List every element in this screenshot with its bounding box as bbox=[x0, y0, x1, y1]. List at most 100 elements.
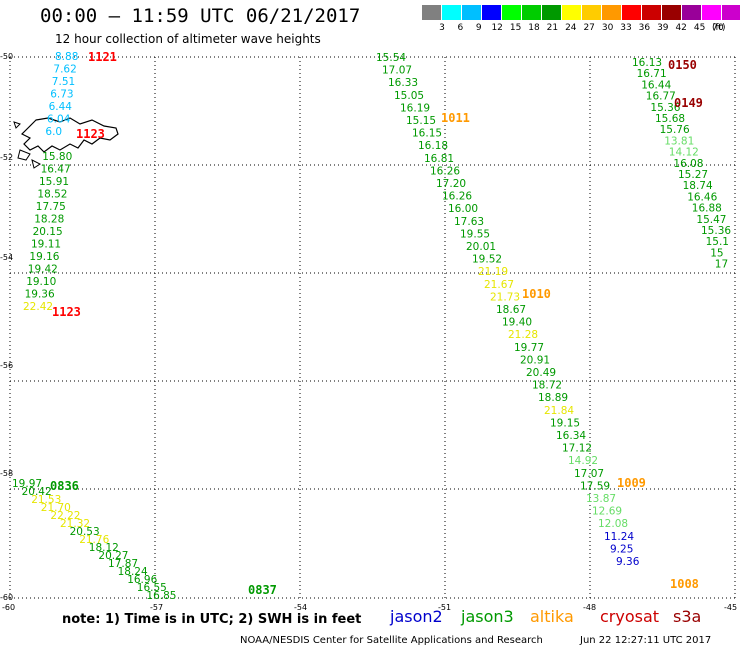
legend-swatch bbox=[482, 5, 502, 20]
wave-height-value: 17.07 bbox=[382, 65, 412, 77]
wave-height-value: 19.15 bbox=[550, 417, 580, 429]
wave-height-value: 18.72 bbox=[532, 380, 562, 392]
wave-height-value: 6.44 bbox=[49, 101, 73, 113]
axis-labels: -60 -57 -54 -51 -48 -45 -50 -52 -54 -56 -58 -60 bbox=[0, 52, 737, 612]
wave-height-value: 19.52 bbox=[472, 254, 502, 266]
wave-height-value: 16.77 bbox=[646, 91, 676, 103]
wave-height-value: 16.08 bbox=[673, 158, 703, 170]
x-tick-label: -54 bbox=[294, 603, 307, 612]
wave-height-value: 19.11 bbox=[31, 239, 61, 251]
pass-time-label: 0150 bbox=[668, 58, 697, 72]
satellite-name: jason3 bbox=[461, 607, 514, 626]
x-tick-label: -45 bbox=[724, 603, 737, 612]
legend-label: 39 bbox=[657, 23, 669, 33]
wave-height-value: 17.20 bbox=[436, 178, 466, 190]
wave-height-value: 15.54 bbox=[376, 52, 406, 64]
legend-label: 70 bbox=[712, 23, 724, 33]
wave-height-value: 17.59 bbox=[580, 480, 610, 492]
wave-height-value: 18.52 bbox=[37, 189, 67, 201]
legend-label: 27 bbox=[583, 23, 595, 33]
wave-height-value: 12.69 bbox=[592, 506, 622, 518]
note-text: note: 1) Time is in UTC; 2) SWH is in fe… bbox=[62, 612, 362, 627]
wave-height-value: 21.67 bbox=[484, 279, 514, 291]
x-tick-label: -48 bbox=[583, 603, 596, 612]
wave-height-value: 16.55 bbox=[137, 582, 167, 594]
legend-label: 21 bbox=[546, 23, 559, 33]
falkland-islands-coastline bbox=[13, 117, 119, 169]
wave-height-value: 14.92 bbox=[568, 455, 598, 467]
wave-height-value: 21.19 bbox=[478, 266, 508, 278]
wave-height-value: 20.27 bbox=[98, 550, 128, 562]
map-grid bbox=[9, 56, 736, 599]
wave-height-value: 16.46 bbox=[687, 191, 717, 203]
legend-label: 36 bbox=[638, 23, 651, 33]
wave-height-value: 17.07 bbox=[574, 468, 604, 480]
legend-swatch bbox=[602, 5, 622, 20]
legend-unit: (ft) bbox=[712, 23, 726, 33]
footer-credit: NOAA/NESDIS Center for Satellite Applica… bbox=[240, 635, 543, 646]
wave-height-value: 15.91 bbox=[39, 176, 69, 188]
wave-height-value: 7.62 bbox=[53, 64, 76, 76]
color-scale-labels: 3 6 9 12 15 18 21 24 27 30 33 36 39 42 45 70 bbox=[422, 23, 740, 35]
wave-height-value: 16.13 bbox=[632, 57, 662, 69]
wave-height-value: 16.00 bbox=[448, 203, 478, 215]
wave-height-value: 16.85 bbox=[146, 590, 176, 602]
wave-height-value: 9.36 bbox=[616, 556, 640, 568]
wave-height-value: 16.26 bbox=[442, 191, 472, 203]
legend-swatch bbox=[422, 5, 442, 20]
wave-height-value: 19.55 bbox=[460, 228, 490, 240]
wave-height-value: 15.36 bbox=[650, 102, 680, 114]
legend-swatch bbox=[502, 5, 522, 20]
wave-height-value: 18.24 bbox=[118, 566, 148, 578]
wave-height-value: 9.25 bbox=[610, 543, 633, 555]
wave-height-value: 15.15 bbox=[406, 115, 436, 127]
wave-height-value: 6.0 bbox=[45, 126, 62, 138]
pass-time-label: 1010 bbox=[522, 287, 551, 301]
wave-height-value: 20.91 bbox=[520, 354, 550, 366]
wave-height-value: 16.15 bbox=[412, 128, 442, 140]
wave-height-value: 20.53 bbox=[70, 526, 100, 538]
wave-height-value: 19.36 bbox=[25, 289, 55, 301]
wave-height-value: 21.84 bbox=[544, 405, 574, 417]
wave-height-value: 13.87 bbox=[586, 493, 616, 505]
pass-time-label: 1121 bbox=[88, 50, 117, 64]
pass-time-label: 0836 bbox=[50, 479, 79, 493]
legend-label: 18 bbox=[528, 23, 540, 33]
wave-height-value: 15.1 bbox=[706, 236, 729, 248]
legend-swatch bbox=[542, 5, 562, 20]
x-tick-label: -60 bbox=[2, 603, 15, 612]
wave-height-value: 15.05 bbox=[394, 90, 424, 102]
wave-height-value: 21.70 bbox=[41, 502, 71, 514]
wave-height-value: 22.22 bbox=[50, 510, 80, 522]
x-tick-label: -51 bbox=[438, 603, 451, 612]
legend-label: 45 bbox=[693, 23, 706, 33]
wave-height-value: 16.34 bbox=[556, 430, 586, 442]
wave-height-value: 12.08 bbox=[598, 518, 628, 530]
wave-height-value: 16.71 bbox=[637, 68, 667, 80]
wave-height-value: 21.32 bbox=[60, 518, 90, 530]
satellite-name: altika bbox=[530, 607, 574, 626]
legend-swatch bbox=[462, 5, 482, 20]
legend-swatch bbox=[622, 5, 642, 20]
wave-height-value: 16.88 bbox=[692, 203, 722, 215]
wave-height-value: 16.81 bbox=[424, 153, 454, 165]
legend-swatch bbox=[522, 5, 542, 20]
legend-label: 9 bbox=[475, 23, 482, 33]
legend-swatch bbox=[562, 5, 582, 20]
legend-label: 24 bbox=[565, 23, 577, 33]
wave-height-value: 19.40 bbox=[502, 317, 532, 329]
wave-height-value: 18.67 bbox=[496, 304, 526, 316]
wave-height-value: 8.88 bbox=[55, 51, 78, 63]
satellite-name: cryosat bbox=[600, 607, 660, 626]
y-tick-label: -58 bbox=[0, 469, 13, 478]
y-tick-label: -52 bbox=[0, 153, 13, 162]
legend-swatch bbox=[682, 5, 702, 20]
legend-label: 33 bbox=[620, 23, 632, 33]
wave-height-value: 20.49 bbox=[526, 367, 556, 379]
wave-height-value: 18.12 bbox=[89, 542, 119, 554]
wave-height-value: 20.01 bbox=[466, 241, 496, 253]
y-tick-label: -60 bbox=[0, 593, 13, 602]
x-tick-label: -57 bbox=[150, 603, 163, 612]
legend-label: 30 bbox=[601, 23, 614, 33]
